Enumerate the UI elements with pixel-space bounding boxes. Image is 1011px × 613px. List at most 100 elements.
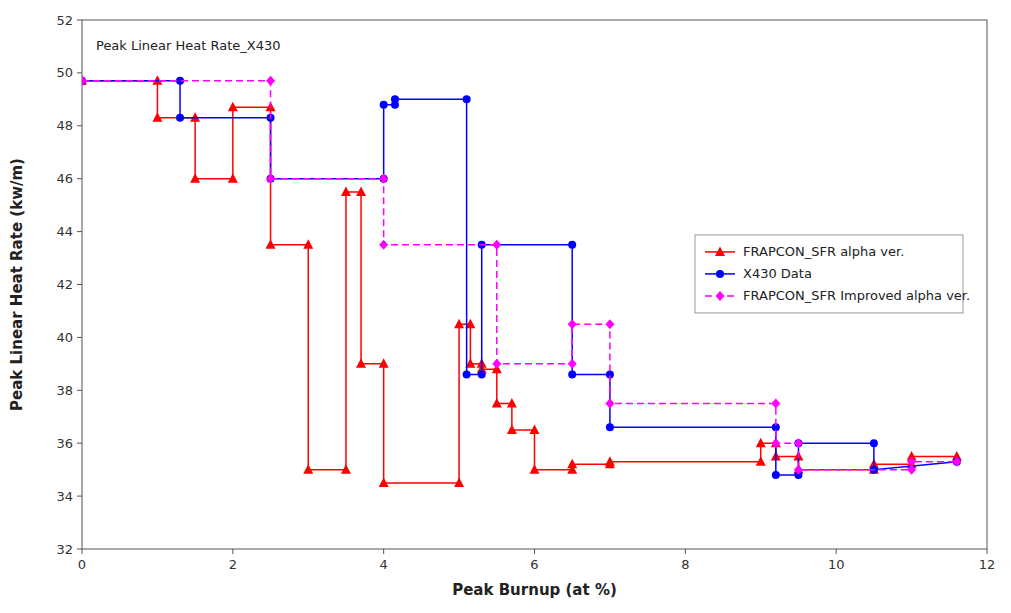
point — [152, 112, 162, 122]
point — [463, 95, 471, 103]
legend-marker — [715, 246, 725, 256]
x-tick — [987, 549, 988, 554]
y-tick-label: 38 — [56, 383, 73, 398]
point — [568, 319, 577, 329]
point — [771, 438, 781, 448]
point — [379, 174, 388, 184]
point — [190, 173, 200, 183]
point — [568, 370, 576, 378]
y-tick — [77, 20, 82, 21]
y-tick-label: 40 — [56, 330, 73, 345]
x-axis-label: Peak Burnup (at %) — [452, 581, 617, 599]
point — [605, 319, 614, 329]
point — [507, 398, 517, 408]
point — [341, 186, 351, 196]
point — [492, 398, 502, 408]
point — [82, 77, 86, 85]
y-tick-label: 44 — [56, 224, 73, 239]
y-tick-label: 50 — [56, 65, 73, 80]
point — [492, 359, 501, 369]
legend-label: FRAPCON_SFR Improved alpha ver. — [743, 288, 970, 303]
point — [267, 175, 275, 183]
point — [176, 114, 184, 122]
point — [568, 359, 577, 369]
y-tick — [77, 178, 82, 179]
point — [507, 424, 517, 434]
y-tick — [77, 496, 82, 497]
legend-label: X430 Data — [743, 266, 812, 281]
y-tick-label: 42 — [56, 277, 73, 292]
y-tick — [77, 390, 82, 391]
annotation: Peak Linear Heat Rate_X430 — [96, 38, 281, 53]
legend-marker — [716, 270, 724, 278]
point — [793, 464, 803, 474]
point — [379, 477, 389, 487]
x-tick-label: 0 — [78, 557, 86, 572]
y-axis-label: Peak Linear Heat Rate (kw/m) — [8, 158, 26, 411]
point — [530, 464, 540, 474]
point — [266, 239, 276, 249]
y-tick-label: 32 — [56, 542, 73, 557]
point — [953, 458, 961, 466]
legend-label: FRAPCON_SFR alpha ver. — [743, 244, 904, 259]
plot-frame — [82, 20, 987, 549]
point — [341, 464, 351, 474]
y-tick — [77, 284, 82, 285]
x-tick-label: 8 — [681, 557, 689, 572]
point — [266, 76, 275, 86]
point — [228, 102, 238, 112]
x-tick — [232, 549, 233, 554]
x-tick-label: 6 — [530, 557, 538, 572]
point — [380, 101, 388, 109]
point — [356, 186, 366, 196]
point — [772, 471, 780, 479]
x-tick-label: 12 — [979, 557, 996, 572]
point — [492, 240, 501, 250]
point — [356, 358, 366, 368]
y-tick — [77, 337, 82, 338]
point — [756, 438, 766, 448]
y-tick — [77, 72, 82, 73]
y-tick-label: 34 — [56, 489, 73, 504]
point — [454, 319, 464, 329]
x-tick-label: 2 — [229, 557, 237, 572]
x-tick — [82, 549, 83, 554]
point — [379, 240, 388, 250]
point — [82, 76, 87, 86]
point — [870, 439, 878, 447]
point — [391, 95, 399, 103]
point — [454, 477, 464, 487]
point — [605, 456, 615, 466]
y-tick-label: 52 — [56, 13, 73, 28]
point — [530, 424, 540, 434]
point — [463, 370, 471, 378]
point — [228, 173, 238, 183]
point — [379, 358, 389, 368]
y-tick-label: 48 — [56, 118, 73, 133]
point — [756, 456, 766, 466]
point — [380, 175, 388, 183]
point — [568, 241, 576, 249]
x-tick — [836, 549, 837, 554]
point — [771, 399, 780, 409]
x-tick — [534, 549, 535, 554]
legend-marker — [716, 291, 725, 301]
legend: FRAPCON_SFR alpha ver. X430 Data FRAPCON_S… — [695, 235, 970, 313]
point — [605, 399, 614, 409]
point — [952, 457, 961, 467]
point — [478, 370, 486, 378]
y-tick — [77, 231, 82, 232]
y-tick-label: 46 — [56, 171, 73, 186]
x-tick-label: 10 — [828, 557, 845, 572]
point — [567, 459, 577, 469]
x-tick — [685, 549, 686, 554]
y-tick — [77, 443, 82, 444]
y-tick — [77, 125, 82, 126]
point — [794, 439, 802, 447]
x-tick — [383, 549, 384, 554]
point — [303, 239, 313, 249]
chart: 0246810123234363840424446485052Peak Burn… — [0, 0, 1011, 613]
x-tick-label: 4 — [380, 557, 388, 572]
point — [266, 174, 275, 184]
point — [771, 438, 780, 448]
